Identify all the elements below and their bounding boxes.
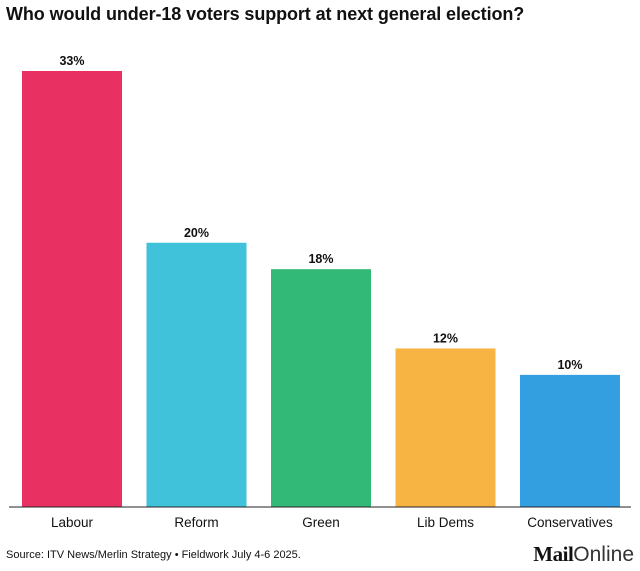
category-label: Green (302, 515, 340, 530)
value-label: 20% (184, 226, 209, 240)
logo-online: Online (573, 543, 634, 566)
chart-title: Who would under-18 voters support at nex… (6, 4, 525, 24)
category-label: Reform (174, 515, 218, 530)
category-label: Lib Dems (417, 515, 474, 530)
bar-lib-dems (395, 348, 496, 507)
bar-reform (146, 242, 247, 507)
bar-labour (22, 71, 122, 507)
logo-mail: Mail (533, 542, 574, 566)
bar-green (271, 269, 371, 507)
value-label: 10% (557, 358, 582, 372)
bars-group: 33% Labour 20% Reform 18% Green 12% Lib Dems 10%… (22, 54, 620, 530)
mailonline-logo: MailOnline (533, 542, 634, 567)
bar-conservatives (520, 374, 620, 507)
value-label: 12% (433, 331, 458, 345)
category-label: Labour (51, 515, 94, 530)
value-label: 18% (308, 252, 333, 266)
value-label: 33% (59, 54, 84, 68)
source-note: Source: ITV News/Merlin Strategy • Field… (6, 549, 301, 561)
category-label: Conservatives (527, 515, 613, 530)
